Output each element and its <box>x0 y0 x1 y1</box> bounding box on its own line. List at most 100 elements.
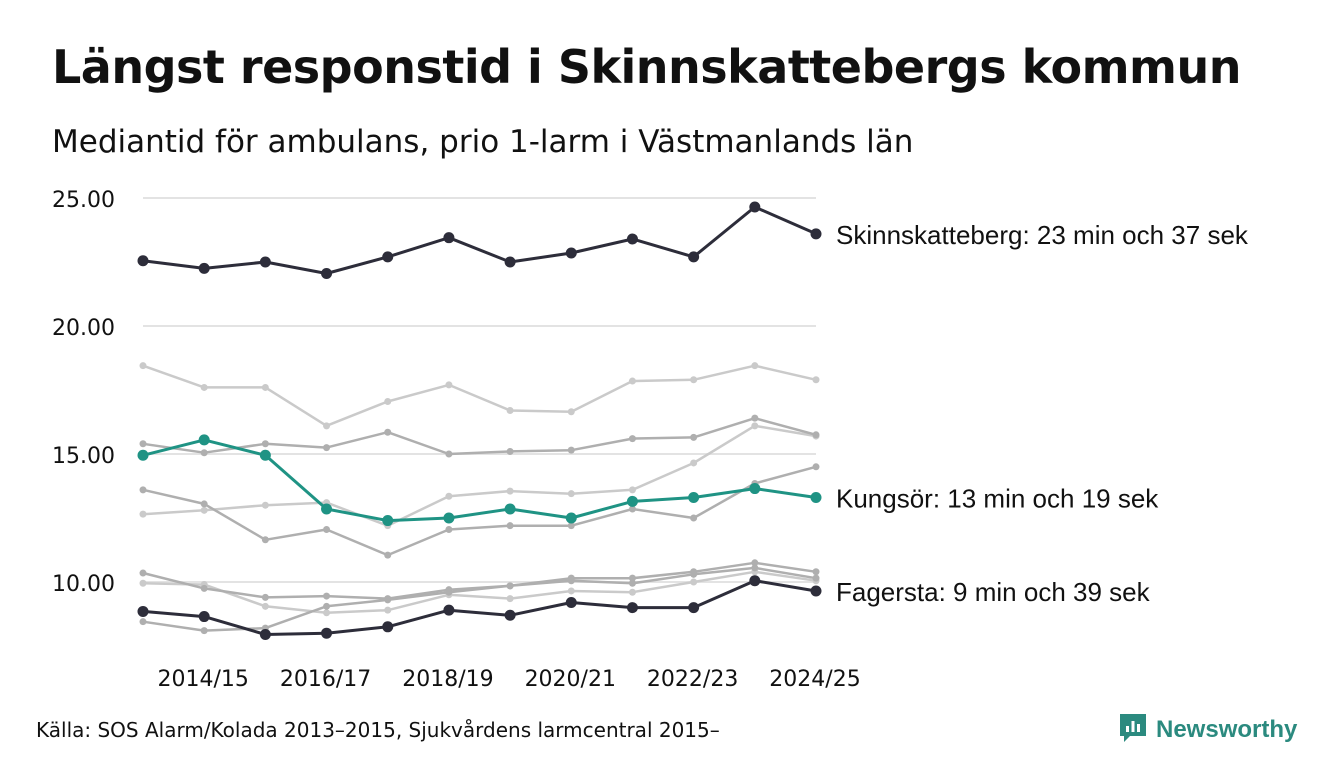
data-point <box>445 526 453 534</box>
series-line <box>142 579 817 636</box>
data-point <box>567 446 575 454</box>
data-point <box>443 232 455 244</box>
data-point <box>812 431 820 439</box>
data-point <box>810 492 822 504</box>
data-point <box>749 201 761 213</box>
data-point <box>139 510 147 518</box>
series-kommun-c <box>139 422 820 530</box>
data-point <box>323 592 331 600</box>
newsworthy-logo-icon <box>1118 712 1148 748</box>
data-point <box>626 495 638 507</box>
data-point <box>810 228 822 240</box>
data-point <box>445 588 453 596</box>
data-point <box>628 377 636 385</box>
data-point <box>139 569 147 577</box>
grid-layer <box>143 197 816 583</box>
data-point <box>382 515 394 527</box>
data-point <box>384 428 392 436</box>
data-point <box>812 574 820 582</box>
data-point <box>567 522 575 530</box>
series-line <box>142 438 817 523</box>
data-point <box>628 435 636 443</box>
data-point <box>504 503 516 515</box>
series-kommun-f <box>139 568 820 617</box>
data-point <box>200 506 208 514</box>
brand-name: Newsworthy <box>1156 716 1298 743</box>
data-point <box>628 588 636 596</box>
data-point <box>812 376 820 384</box>
annotation-fagersta: Fagersta: 9 min och 39 sek <box>836 577 1151 607</box>
x-tick-label: 2016/17 <box>280 667 371 692</box>
data-point <box>626 602 638 614</box>
data-point <box>506 582 514 590</box>
data-point <box>626 233 638 245</box>
data-point <box>445 450 453 458</box>
data-point <box>506 487 514 495</box>
data-point <box>690 459 698 467</box>
annotation-kungsor: Kungsör: 13 min och 19 sek <box>836 484 1159 514</box>
data-point <box>751 414 759 422</box>
y-tick-label: 15.00 <box>52 444 115 469</box>
data-point <box>261 536 269 544</box>
series-line <box>142 570 817 614</box>
data-point <box>200 627 208 635</box>
data-point <box>445 492 453 500</box>
data-point <box>565 512 577 524</box>
chart-title: Längst responstid i Skinnskattebergs kom… <box>52 40 1241 94</box>
data-point <box>261 440 269 448</box>
data-point <box>323 444 331 452</box>
data-point <box>628 505 636 513</box>
data-point <box>139 362 147 370</box>
series-fagersta <box>137 575 822 640</box>
data-point <box>506 447 514 455</box>
data-point <box>506 522 514 530</box>
annotation-layer: Skinnskatteberg: 23 min och 37 sek Kungsö… <box>836 220 1249 607</box>
data-point <box>751 362 759 370</box>
data-point <box>382 251 394 263</box>
series-kommun-g <box>139 564 820 635</box>
data-point <box>259 256 271 268</box>
series-line <box>142 465 817 557</box>
data-point <box>567 408 575 416</box>
y-tick-label: 25.00 <box>52 188 115 213</box>
data-point <box>690 578 698 586</box>
data-point <box>751 559 759 567</box>
chart-subtitle: Mediantid för ambulans, prio 1-larm i Vä… <box>52 124 914 160</box>
data-point <box>323 609 331 617</box>
data-point <box>321 268 333 280</box>
x-tick-label: 2014/15 <box>157 667 248 692</box>
data-point <box>139 618 147 626</box>
x-tick-label: 2020/21 <box>525 667 616 692</box>
brand-logo[interactable]: Newsworthy <box>1118 712 1297 748</box>
series-line <box>142 424 817 527</box>
data-point <box>323 422 331 430</box>
data-point <box>384 398 392 406</box>
data-point <box>137 449 149 461</box>
data-point <box>628 579 636 587</box>
data-point <box>688 251 700 263</box>
x-tick-label: 2024/25 <box>769 667 860 692</box>
data-point <box>200 383 208 391</box>
data-point <box>261 602 269 610</box>
data-point <box>690 570 698 578</box>
series-line <box>142 364 817 428</box>
data-point <box>200 584 208 592</box>
data-point <box>751 422 759 430</box>
x-tick-label: 2018/19 <box>402 667 493 692</box>
data-point <box>565 596 577 608</box>
series-kommun-a <box>139 362 820 430</box>
series-line <box>142 416 817 456</box>
series-kommun-b <box>139 414 820 458</box>
data-point <box>137 605 149 617</box>
data-point <box>384 596 392 604</box>
data-point <box>628 574 636 582</box>
data-point <box>259 449 271 461</box>
data-point <box>198 262 210 274</box>
series-kommun-d <box>139 463 820 559</box>
data-point <box>384 606 392 614</box>
data-point <box>749 575 761 587</box>
data-point <box>688 492 700 504</box>
series-layer <box>137 201 822 640</box>
series-skinnskatteberg <box>137 201 822 280</box>
